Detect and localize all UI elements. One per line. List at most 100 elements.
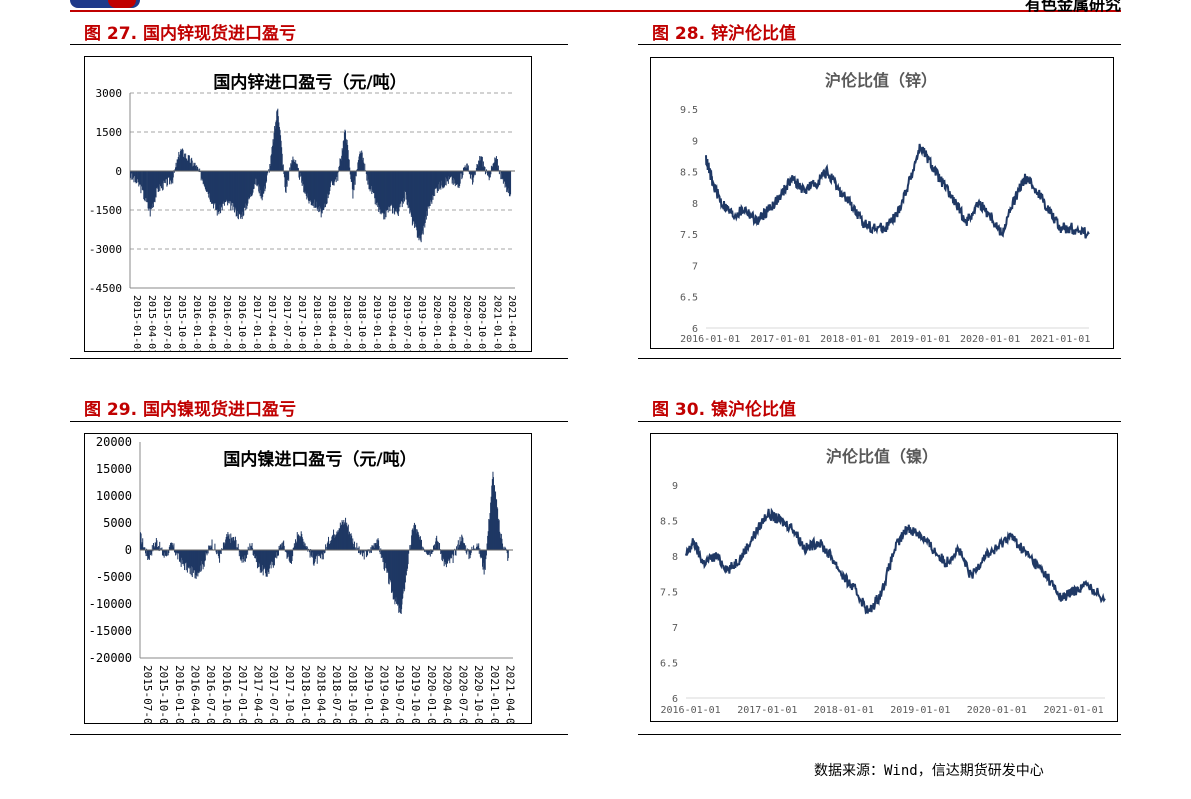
bar (504, 171, 506, 188)
bar (252, 548, 254, 550)
bar (138, 171, 140, 187)
bar (448, 171, 450, 180)
bar (435, 537, 437, 550)
bar (301, 537, 303, 550)
bar (283, 545, 285, 550)
bar (231, 171, 233, 203)
bar (481, 156, 483, 171)
bar (417, 531, 419, 550)
bar (442, 550, 444, 558)
bar (330, 171, 332, 182)
bar (483, 550, 485, 575)
bar (442, 171, 444, 188)
bar (334, 171, 336, 180)
bar (220, 171, 222, 214)
bar (405, 550, 407, 575)
bar (352, 171, 354, 190)
x-tick-label: 2018-01-01 (814, 705, 874, 716)
bar (391, 550, 393, 592)
bar (221, 171, 223, 207)
figure-27-bottom-rule (70, 358, 568, 359)
bar (310, 171, 312, 202)
bar (510, 171, 512, 195)
bar (259, 550, 261, 573)
bar (385, 550, 387, 568)
bar (494, 159, 496, 171)
bar (323, 171, 325, 211)
bar (203, 171, 205, 186)
bar (485, 169, 487, 171)
chart-title: 沪伦比值（镍） (826, 447, 938, 466)
bar (348, 159, 350, 171)
bar (431, 171, 433, 204)
bar (366, 171, 368, 176)
bar (364, 550, 366, 552)
bar (229, 542, 231, 550)
bar (289, 167, 291, 171)
bar (226, 171, 228, 202)
bar (387, 550, 389, 573)
bar (147, 171, 149, 209)
bar (186, 550, 188, 563)
bar (345, 525, 347, 550)
bar (191, 157, 193, 171)
bar (340, 525, 342, 550)
bar (270, 154, 272, 171)
bar (358, 546, 360, 550)
bar (177, 157, 179, 171)
bar (350, 171, 352, 180)
bar (311, 171, 313, 205)
bar (324, 171, 326, 208)
bar (350, 171, 352, 182)
bar (219, 171, 221, 205)
bar (349, 167, 351, 171)
bar (507, 171, 509, 190)
x-tick-label: 2018-10-01 (346, 665, 359, 723)
bar (348, 159, 350, 171)
bar (208, 546, 210, 550)
bar (424, 171, 426, 223)
bar (461, 536, 463, 550)
bar (232, 540, 234, 550)
bar (400, 171, 402, 204)
bar (462, 167, 464, 171)
x-tick-label: 2015-10-01 (176, 295, 187, 351)
bar (336, 531, 338, 550)
bar (218, 171, 220, 215)
bar (289, 169, 291, 171)
bar (426, 550, 428, 555)
bar (470, 550, 472, 556)
x-tick-label: 2018-04-01 (314, 665, 327, 723)
bar (447, 171, 449, 184)
bar (380, 550, 382, 558)
y-tick-label: 5000 (103, 516, 132, 530)
bar (353, 541, 355, 550)
bar (136, 171, 138, 180)
bar (425, 550, 427, 552)
bar (197, 550, 199, 577)
x-tick-label: 2019-04-01 (377, 665, 390, 723)
bar (185, 550, 187, 563)
bar (297, 167, 299, 171)
bar (208, 545, 210, 550)
bar (220, 171, 222, 208)
bar (247, 171, 249, 204)
bar (272, 139, 274, 171)
bar (249, 171, 251, 199)
figure-29-rule (70, 421, 568, 422)
bar (451, 171, 453, 176)
bar (363, 550, 365, 553)
bar (477, 166, 479, 171)
bar (284, 171, 286, 188)
bar (174, 550, 176, 553)
bar (427, 171, 429, 207)
bar (192, 166, 194, 171)
bar (347, 527, 349, 550)
bar (246, 171, 248, 209)
bar (222, 542, 224, 550)
x-tick-label: 2021-01-01 (1030, 334, 1090, 345)
bar (411, 535, 413, 550)
bar (219, 550, 221, 563)
bar (159, 171, 161, 191)
bar (209, 545, 211, 550)
